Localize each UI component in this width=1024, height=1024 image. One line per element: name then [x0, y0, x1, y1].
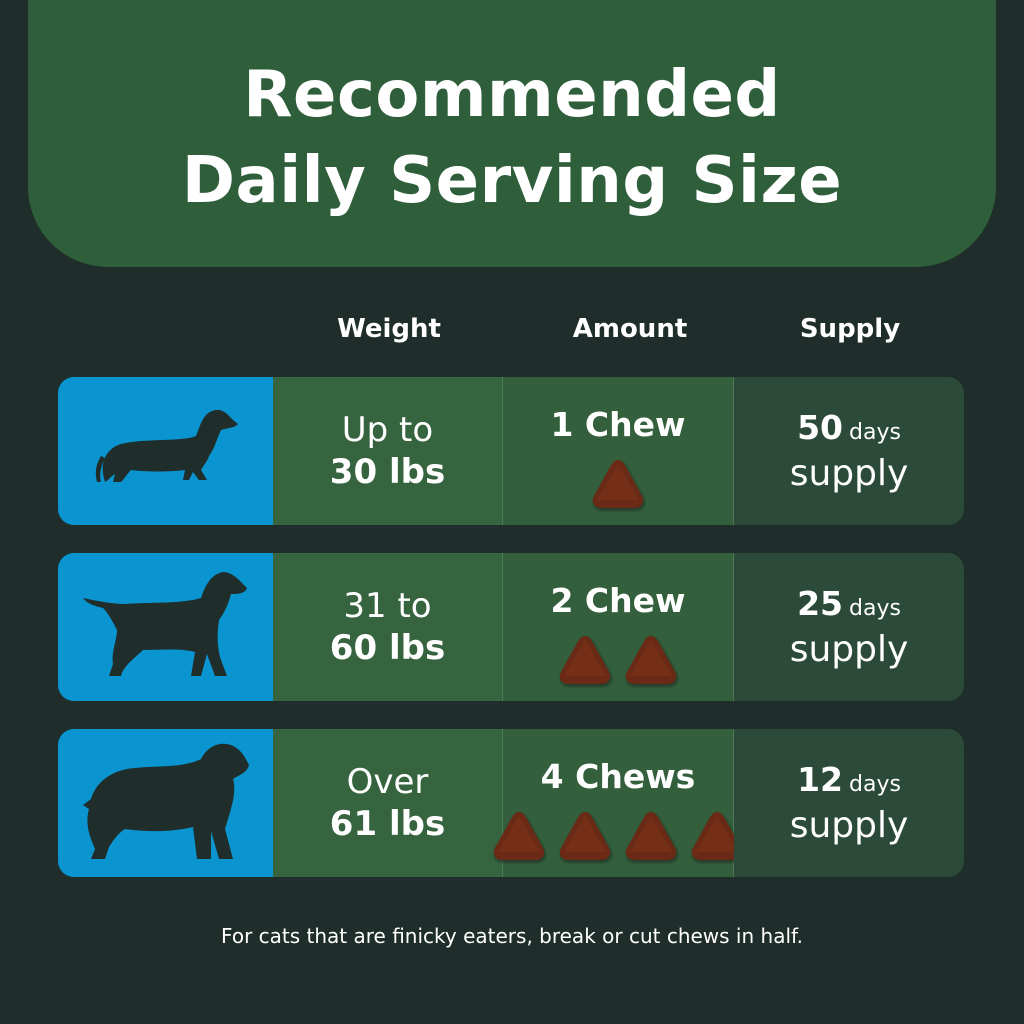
weight-line-1: Up to [341, 410, 434, 450]
supply-word: supply [789, 805, 909, 846]
chew-icon [559, 636, 611, 684]
dachshund-icon [91, 404, 241, 498]
dog-cell [58, 553, 273, 701]
column-header-supply: Supply [799, 314, 901, 344]
large-dog-icon [81, 739, 251, 868]
supply-cell: 50 days supply [734, 377, 964, 525]
amount-cell: 2 Chew [503, 553, 734, 701]
title-line-2: Daily Serving Size [181, 143, 843, 218]
supply-days-number: 50 [797, 408, 843, 447]
weight-line-2: 61 lbs [329, 804, 446, 844]
labrador-icon [81, 568, 251, 687]
supply-unit: days [849, 772, 901, 797]
chew-icon [559, 812, 611, 860]
serving-row: 31 to 60 lbs 2 Chew 25 days supply [58, 553, 964, 701]
chew-icon [493, 812, 545, 860]
amount-label: 2 Chew [550, 581, 686, 620]
supply-days-number: 12 [797, 760, 843, 799]
amount-label: 1 Chew [550, 405, 686, 444]
chew-icon [691, 812, 743, 860]
supply-word: supply [789, 453, 909, 494]
supply-word: supply [789, 629, 909, 670]
chew-icon [592, 460, 644, 508]
amount-label: 4 Chews [540, 757, 696, 796]
title-banner: Recommended Daily Serving Size [28, 0, 996, 267]
supply-days-number: 25 [797, 584, 843, 623]
weight-cell: Up to 30 lbs [273, 377, 503, 525]
supply-cell: 12 days supply [734, 729, 964, 877]
dog-cell [58, 729, 273, 877]
weight-cell: Over 61 lbs [273, 729, 503, 877]
footnote: For cats that are finicky eaters, break … [221, 924, 803, 948]
weight-line-1: 31 to [343, 586, 432, 626]
weight-line-2: 30 lbs [329, 452, 446, 492]
chew-icon [625, 812, 677, 860]
supply-unit: days [849, 596, 901, 621]
dog-cell [58, 377, 273, 525]
supply-unit: days [849, 420, 901, 445]
weight-line-1: Over [346, 762, 429, 802]
weight-line-2: 60 lbs [329, 628, 446, 668]
column-header-amount: Amount [572, 314, 688, 344]
chew-icon [625, 636, 677, 684]
column-header-weight: Weight [337, 314, 441, 344]
title-line-1: Recommended [243, 57, 781, 132]
amount-cell: 4 Chews [493, 729, 743, 877]
weight-cell: 31 to 60 lbs [273, 553, 503, 701]
serving-row: Over 61 lbs 4 Chews 12 days supply [58, 729, 964, 877]
supply-cell: 25 days supply [734, 553, 964, 701]
serving-row: Up to 30 lbs 1 Chew 50 days supply [58, 377, 964, 525]
amount-cell: 1 Chew [503, 377, 734, 525]
